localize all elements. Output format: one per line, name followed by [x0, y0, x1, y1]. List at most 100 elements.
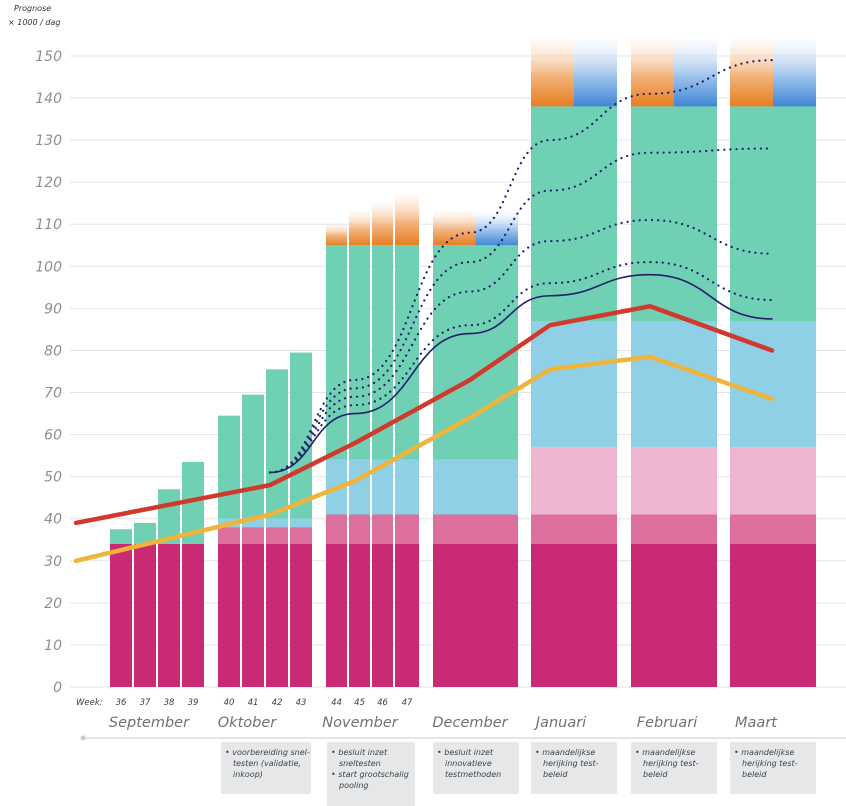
bar-segment-light-pink [730, 447, 816, 515]
week-label: 45 [354, 698, 365, 708]
yellow-line [73, 354, 775, 564]
bar-segment-light-blue [242, 518, 264, 528]
bar-segment-orange [395, 194, 419, 246]
bar-segment-light-blue [290, 518, 312, 528]
note-line: herijking test- [742, 759, 798, 768]
bar-segment-light-blue [433, 459, 518, 515]
y-tick-label: 100 [35, 259, 62, 275]
y-tick-label: 80 [44, 343, 62, 359]
note-line: • maandelijkse [734, 748, 795, 757]
milestone-note: • maandelijkse herijking test-beleid [730, 742, 816, 794]
bar-segment-magenta [218, 543, 240, 687]
bar-December [433, 211, 518, 687]
note-line: snel­testen [339, 759, 381, 768]
milestone-note: • maandelijkse herijking test-beleid [631, 742, 717, 794]
note-line: inkoop) [233, 770, 263, 779]
bar-segment-magenta [158, 543, 180, 687]
bar-segment-pink [266, 527, 288, 544]
milestone-note: • maandelijkse herijking test-beleid [531, 742, 617, 794]
bar-segment-green [290, 352, 312, 519]
y-tick-label: 120 [35, 175, 62, 191]
bar-36 [110, 529, 132, 687]
bar-segment-pink [218, 527, 240, 544]
bar-segment-magenta [182, 543, 204, 687]
note-line: • besluit inzet [331, 748, 388, 757]
month-label: Februari [637, 715, 698, 731]
bar-segment-blue [475, 211, 518, 246]
bar-segment-magenta [531, 543, 617, 687]
bar-segment-green [372, 245, 393, 460]
week-label: 44 [331, 698, 342, 708]
bar-40 [218, 415, 240, 687]
bar-segment-pink [290, 527, 312, 544]
month-label: Oktober [218, 715, 277, 731]
y-tick-label: 30 [44, 554, 62, 570]
note-line: beleid [742, 770, 767, 779]
bar-segment-magenta [242, 543, 264, 687]
y-tick-label: 50 [44, 470, 62, 486]
y-tick-label: 130 [35, 133, 62, 149]
week-axis-label: Week: [76, 698, 103, 708]
bar-segment-orange [531, 39, 574, 107]
y-axis-labels: 0 10 20 30 40 50 60 70 80 90 100 110 120 130 140 150 [35, 49, 62, 696]
week-label: 40 [224, 698, 235, 708]
bar-segment-light-blue [631, 320, 717, 448]
bars [110, 39, 816, 687]
milestone-note: • voorbereiding snel-testen (validatie, i… [221, 742, 311, 794]
bar-segment-green [349, 245, 370, 460]
bar-segment-green [433, 245, 518, 460]
bar-47 [395, 194, 419, 687]
note-line: • maandelijkse [535, 748, 596, 757]
bar-segment-magenta [730, 543, 816, 687]
bar-43 [290, 352, 312, 687]
note-line: pooling [339, 781, 369, 790]
bar-segment-pink [349, 514, 370, 544]
note-line: beleid [643, 770, 668, 779]
bar-segment-light-blue [531, 320, 617, 448]
bar-segment-pink [326, 514, 347, 544]
y-header-line1: Prognose [14, 4, 51, 13]
bar-segment-pink [631, 514, 717, 544]
bar-segment-blue [773, 39, 816, 107]
note-line: beleid [543, 770, 568, 779]
bar-segment-pink [395, 514, 419, 544]
bar-segment-magenta [433, 543, 518, 687]
bar-segment-orange [730, 39, 773, 107]
week-label: 46 [377, 698, 388, 708]
bar-segment-pink [433, 514, 518, 544]
bar-segment-light-blue [395, 459, 419, 515]
y-tick-label: 10 [44, 638, 62, 654]
month-label: December [432, 715, 508, 731]
month-label: November [322, 715, 398, 731]
week-label: 36 [116, 698, 127, 708]
note-line: innovatieve [445, 759, 492, 768]
scenario-dotted-line [268, 260, 774, 474]
y-tick-label: 140 [35, 91, 62, 107]
month-label: Januari [533, 715, 586, 731]
bar-segment-green [395, 245, 419, 460]
y-header-line2: × 1000 / dag [8, 18, 60, 27]
bar-segment-blue [574, 39, 617, 107]
bar-42 [266, 369, 288, 687]
bar-segment-light-blue [349, 459, 370, 515]
scenario-dotted-line [268, 147, 774, 474]
bar-38 [158, 489, 180, 687]
bar-45 [349, 211, 370, 687]
y-tick-label: 90 [44, 301, 62, 317]
bar-segment-magenta [290, 543, 312, 687]
week-label: 41 [248, 698, 259, 708]
bar-segment-orange [433, 211, 476, 246]
bar-39 [182, 461, 204, 687]
scenario-navy-line [269, 273, 773, 474]
x-axis-labels: 36 37 38 39 40 41 42 43 44 45 46 47 September Oktober… [109, 698, 778, 731]
week-label: 42 [272, 698, 283, 708]
bar-Januari [531, 39, 617, 687]
bar-segment-orange [372, 203, 393, 246]
y-tick-label: 40 [44, 512, 62, 528]
y-tick-label: 70 [44, 386, 62, 402]
bar-segment-pink [730, 514, 816, 544]
bar-segment-orange [631, 39, 674, 107]
red-line [73, 304, 775, 526]
bar-41 [242, 394, 264, 687]
